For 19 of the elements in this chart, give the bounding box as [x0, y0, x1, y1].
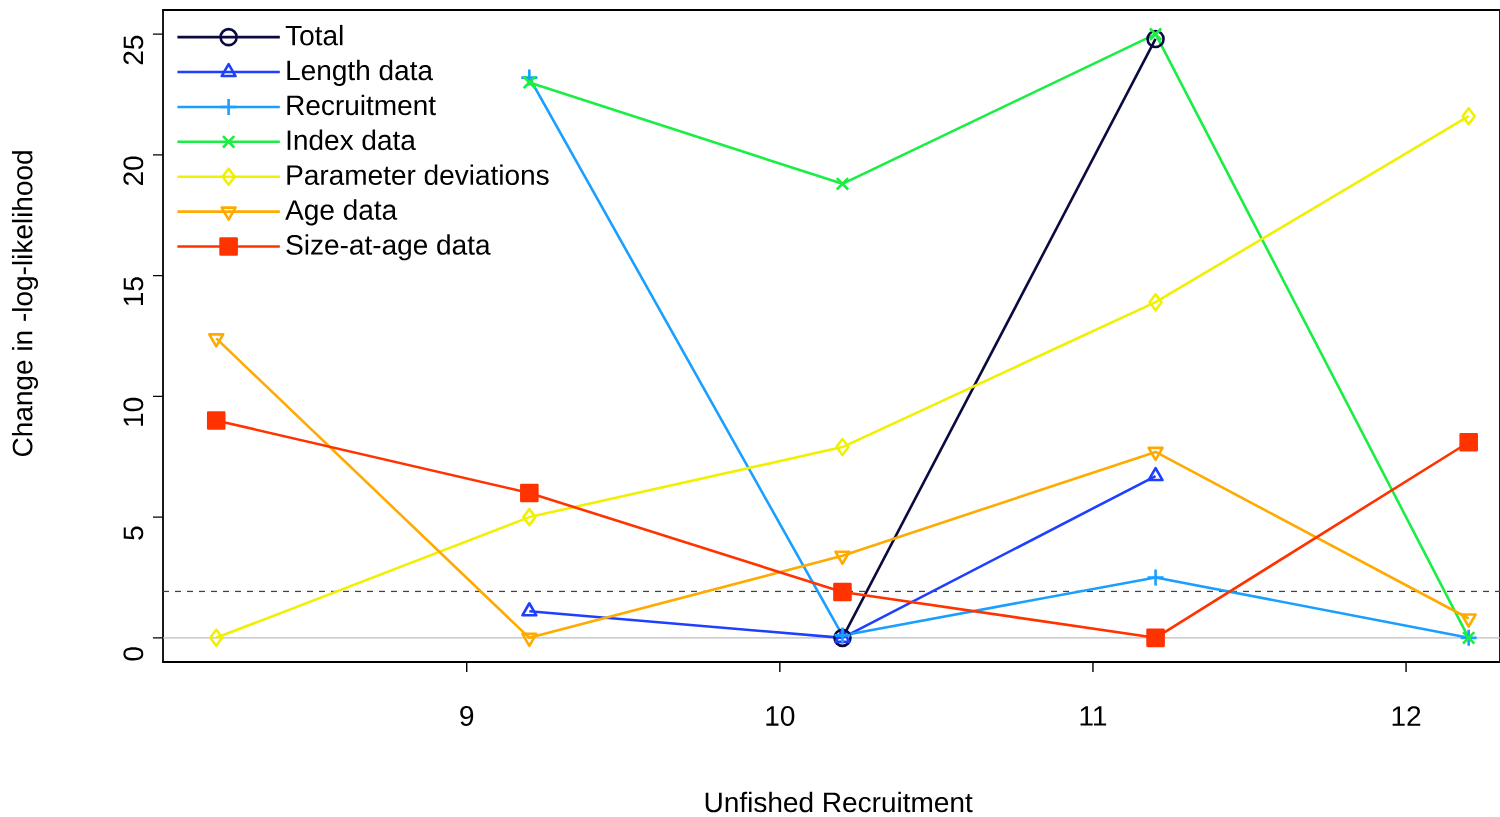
legend-label: Age data — [285, 199, 398, 226]
y-tick-label: 0 — [123, 647, 144, 661]
y-tick-label: 25 — [123, 35, 144, 65]
legend-label: Length data — [287, 59, 434, 86]
y-tick-label: 5 — [123, 526, 144, 540]
legend-label: Size-at-age data — [286, 234, 491, 261]
legend-label: Parameter deviations — [287, 164, 549, 186]
y-axis-title: Change in -log-likelihood — [11, 151, 39, 457]
y-tick-label: 15 — [123, 277, 144, 306]
x-axis-title: Unfished Recruitment — [705, 791, 973, 813]
x-tick-label: 12 — [1392, 706, 1421, 726]
legend-label: Index data — [287, 129, 416, 151]
x-tick-label: 11 — [1080, 706, 1107, 726]
x-tick-label: 10 — [766, 706, 795, 726]
legend-label: Total — [285, 24, 343, 46]
y-tick-label: 10 — [123, 397, 144, 426]
legend-label: Recruitment — [287, 94, 436, 116]
y-tick-label: 20 — [123, 156, 144, 186]
x-tick-label: 9 — [460, 706, 474, 726]
